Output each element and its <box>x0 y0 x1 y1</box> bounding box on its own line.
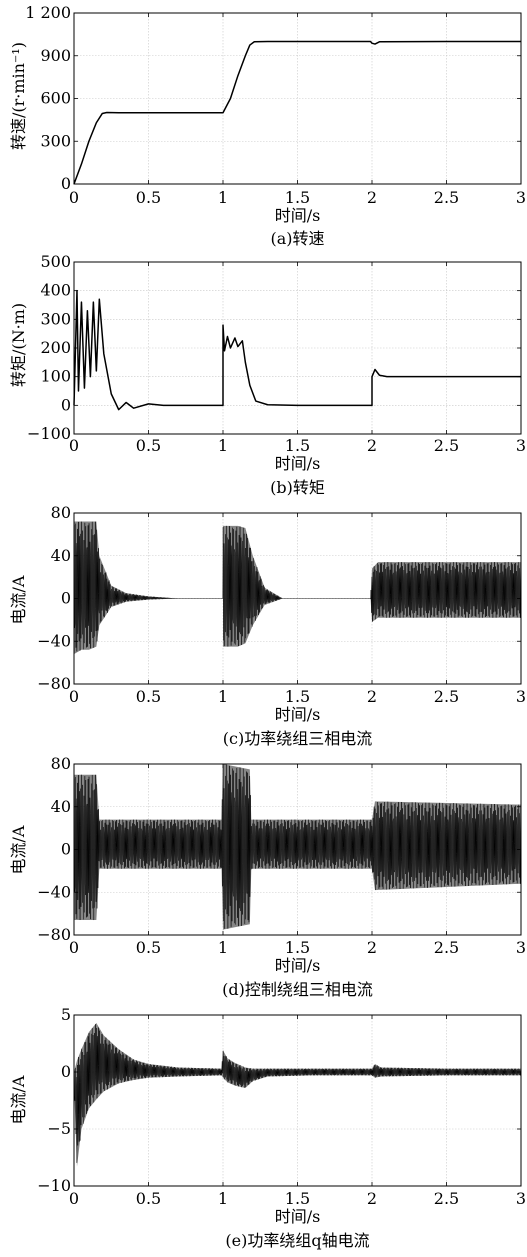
y-tick-label: 0 <box>61 174 71 193</box>
x-tick-label: 2 <box>367 188 377 207</box>
x-tick-label: 1 <box>218 687 228 706</box>
chart-caption: (e)功率绕组q轴电流 <box>225 1231 369 1250</box>
x-axis-label: 时间/s <box>275 705 321 724</box>
x-axis-label: 时间/s <box>275 1207 321 1226</box>
chart-panel-1: 0 0.5 1 1.5 2 2.5 3 0 300 600 900 1 200 时间/s 转速/(r·mi… <box>9 3 526 248</box>
y-tick-label: −80 <box>37 674 71 693</box>
y-tick-label: −10 <box>37 1176 71 1195</box>
x-axis-label: 时间/s <box>275 956 321 975</box>
signal-trace <box>73 764 522 929</box>
x-tick-label: 3 <box>516 1189 526 1208</box>
y-tick-label: 80 <box>51 754 71 773</box>
x-tick-label: 0.5 <box>136 1189 161 1208</box>
x-tick-label: 0.5 <box>136 188 161 207</box>
y-tick-label: 40 <box>51 546 71 565</box>
y-axis-label: 转矩/(N·m) <box>9 303 28 387</box>
x-tick-label: 0 <box>69 188 79 207</box>
y-tick-label: 600 <box>40 89 71 108</box>
y-tick-label: 1 200 <box>25 3 71 22</box>
y-tick-label: 300 <box>40 131 71 150</box>
x-tick-label: 2.5 <box>434 188 459 207</box>
x-tick-label: 3 <box>516 938 526 957</box>
y-tick-label: −5 <box>47 1119 71 1138</box>
x-tick-label: 0.5 <box>136 938 161 957</box>
x-tick-label: 0 <box>69 938 79 957</box>
chart-panel-4: 0 0.5 1 1.5 2 2.5 3 −80 −40 0 40 80 时间/s 电流/A (d)控制绕组三… <box>9 754 526 999</box>
y-tick-label: 500 <box>40 252 71 271</box>
data-line <box>73 40 521 185</box>
x-tick-label: 2.5 <box>434 436 459 455</box>
chart-caption: (c)功率绕组三相电流 <box>223 729 372 748</box>
data-line <box>73 289 521 411</box>
x-tick-label: 1 <box>218 188 228 207</box>
y-tick-label: −80 <box>37 925 71 944</box>
x-tick-label: 3 <box>516 687 526 706</box>
x-tick-label: 0.5 <box>136 687 161 706</box>
x-tick-label: 0 <box>69 687 79 706</box>
x-tick-label: 3 <box>516 188 526 207</box>
x-tick-label: 2.5 <box>434 687 459 706</box>
y-axis-label: 电流/A <box>9 825 28 874</box>
y-tick-label: 200 <box>40 338 71 357</box>
x-axis-label: 时间/s <box>275 454 321 473</box>
signal-trace <box>73 1024 522 1163</box>
y-tick-label: 80 <box>51 503 71 522</box>
signal-trace <box>73 521 522 652</box>
x-tick-label: 0.5 <box>136 436 161 455</box>
x-tick-label: 3 <box>516 436 526 455</box>
x-tick-label: 1 <box>218 938 228 957</box>
y-tick-label: 400 <box>40 281 71 300</box>
y-tick-label: 0 <box>61 840 71 859</box>
y-tick-label: 300 <box>40 309 71 328</box>
chart-panel-2: 0 0.5 1 1.5 2 2.5 3−1000100200300400500时间/s转矩/… <box>9 252 526 497</box>
y-axis-label: 电流/A <box>9 1075 28 1124</box>
x-tick-label: 0 <box>69 1189 79 1208</box>
y-tick-label: −40 <box>37 882 71 901</box>
y-tick-label: −100 <box>27 424 71 443</box>
x-tick-label: 2.5 <box>434 1189 459 1208</box>
x-tick-label: 1.5 <box>285 687 310 706</box>
x-tick-label: 1.5 <box>285 188 310 207</box>
x-tick-label: 1 <box>218 436 228 455</box>
x-tick-label: 1.5 <box>285 938 310 957</box>
x-tick-label: 1 <box>218 1189 228 1208</box>
y-tick-label: 0 <box>61 395 71 414</box>
chart-caption: (a)转速 <box>270 229 324 248</box>
chart-panel-5: 0 0.5 1 1.5 2 2.5 3 −10 −5 0 5 时间/s 电流/A (e)功率绕组q轴电流 <box>9 1005 526 1250</box>
x-tick-label: 1.5 <box>285 436 310 455</box>
x-tick-label: 2 <box>367 436 377 455</box>
x-tick-label: 2 <box>367 687 377 706</box>
chart-caption: (b)转矩 <box>270 478 325 497</box>
x-tick-label: 0 <box>69 436 79 455</box>
y-axis-label: 转速/(r·min⁻¹) <box>9 42 28 150</box>
x-tick-label: 2 <box>367 938 377 957</box>
chart-panel-3: 0 0.5 1 1.5 2 2.5 3 −80 −40 0 40 80 时间/s 电流/A (c)功率绕组三… <box>9 503 526 748</box>
x-tick-label: 1.5 <box>285 1189 310 1208</box>
y-axis-label: 电流/A <box>9 575 28 624</box>
y-tick-label: 40 <box>51 797 71 816</box>
y-tick-label: 900 <box>40 46 71 65</box>
y-tick-label: 0 <box>61 589 71 608</box>
y-tick-label: 0 <box>61 1062 71 1081</box>
chart-caption: (d)控制绕组三相电流 <box>222 980 373 999</box>
y-tick-label: 5 <box>61 1005 71 1024</box>
y-tick-label: −40 <box>37 631 71 650</box>
x-axis-label: 时间/s <box>275 206 321 225</box>
y-tick-label: 100 <box>40 367 71 386</box>
x-tick-label: 2.5 <box>434 938 459 957</box>
x-tick-label: 2 <box>367 1189 377 1208</box>
